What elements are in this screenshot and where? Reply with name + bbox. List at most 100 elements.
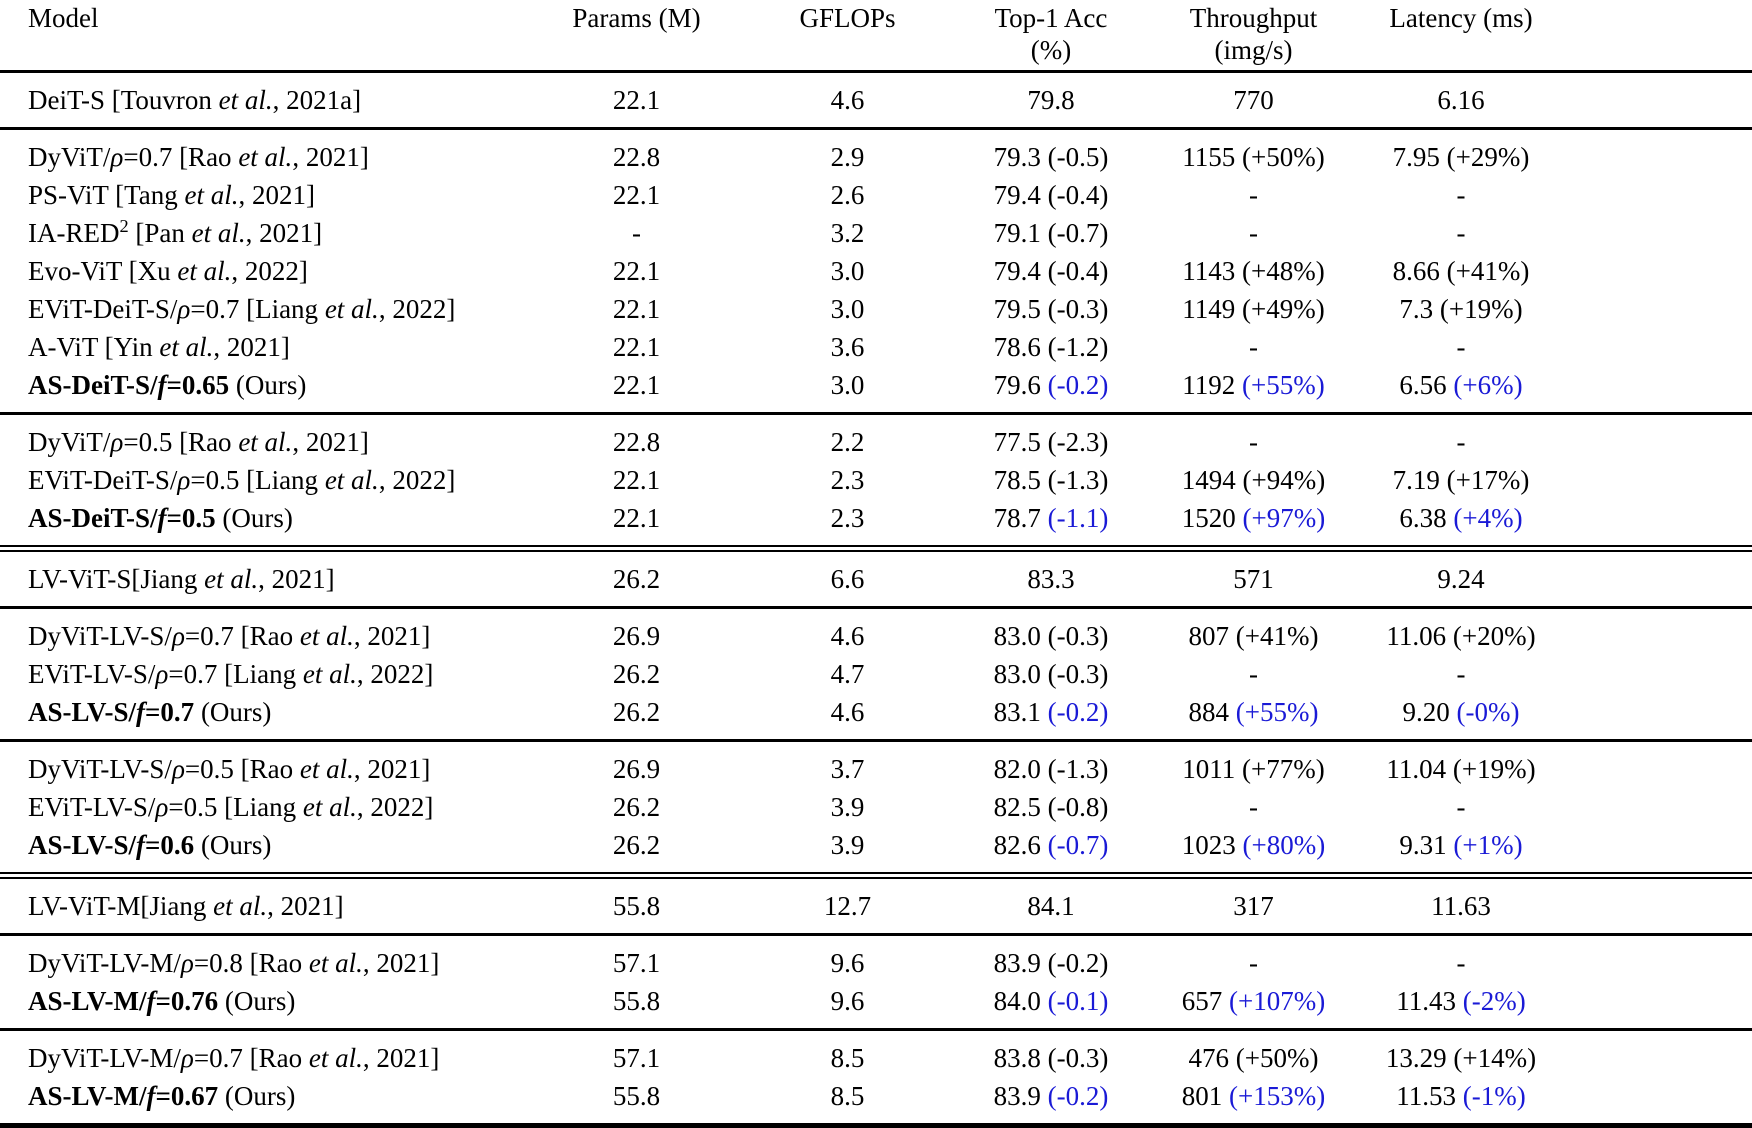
value: 1192	[1182, 370, 1236, 400]
model-name-segment: DyViT-LV-M/	[28, 948, 181, 978]
spacer-cell	[1565, 414, 1752, 462]
model-name-segment: , 2021]	[267, 891, 344, 921]
spacer-cell	[1565, 826, 1752, 876]
model-name-segment: et al.	[218, 85, 273, 115]
model-name-segment: et al.	[302, 659, 357, 689]
latency-cell: 13.29 (+14%)	[1357, 1030, 1565, 1078]
table-row: Evo-ViT [Xu et al., 2022] 22.1 3.0 79.4 (-0…	[0, 252, 1752, 290]
model-name-segment: ρ	[177, 465, 191, 495]
delta-value: (+107%)	[1229, 986, 1326, 1016]
top1-acc-cell: 82.0 (-1.3)	[952, 741, 1150, 789]
params-cell: 26.2	[530, 826, 743, 876]
spacer-cell	[1565, 461, 1752, 499]
table-row: AS-DeiT-S/f=0.65 (Ours) 22.1 3.0 79.6 (-0.2…	[0, 366, 1752, 414]
value: 8.5	[830, 1081, 865, 1111]
spacer-cell	[1565, 72, 1752, 129]
model-name-segment: et al.	[204, 564, 259, 594]
value: 2.3	[830, 465, 865, 495]
table-row: EViT-LV-S/ρ=0.5 [Liang et al., 2022] 26.2…	[0, 788, 1752, 826]
top1-acc-cell: 79.4 (-0.4)	[952, 252, 1150, 290]
table-section: DyViT/ρ=0.5 [Rao et al., 2021] 22.8 2.2 77.…	[0, 413, 1752, 549]
delta-value: (+19%)	[1452, 754, 1536, 784]
spacer-cell	[1565, 290, 1752, 328]
value: -	[1456, 792, 1466, 822]
model-cell: DyViT/ρ=0.5 [Rao et al., 2021]	[0, 414, 530, 462]
value: 26.9	[612, 754, 661, 784]
value: 8.5	[830, 1043, 865, 1073]
value: -	[1456, 218, 1466, 248]
model-name-segment: =0.7 [Rao	[193, 1043, 309, 1073]
latency-cell: 9.20 (-0%)	[1357, 693, 1565, 741]
delta-value: (+94%)	[1242, 465, 1326, 495]
model-name-segment: (Ours)	[194, 697, 272, 727]
table-row: DyViT-LV-S/ρ=0.7 [Rao et al., 2021] 26.9 4…	[0, 608, 1752, 656]
model-name-segment: et al.	[302, 792, 357, 822]
model-name-segment: (Ours)	[194, 830, 272, 860]
model-name-segment: IA-RED	[28, 218, 120, 248]
model-name-segment: A-ViT [Yin	[28, 332, 160, 362]
table-row: DyViT-LV-M/ρ=0.8 [Rao et al., 2021] 57.1 9…	[0, 935, 1752, 983]
spacer-cell	[1565, 608, 1752, 656]
throughput-cell: 1494 (+94%)	[1150, 461, 1357, 499]
table-row: DyViT-LV-M/ρ=0.7 [Rao et al., 2021] 57.1 8…	[0, 1030, 1752, 1078]
value: 26.9	[612, 621, 661, 651]
value: 13.29	[1385, 1043, 1447, 1073]
table-row: AS-LV-S/f=0.6 (Ours) 26.2 3.9 82.6 (-0.7) 10…	[0, 826, 1752, 876]
value: -	[1249, 180, 1258, 210]
model-name-segment: =0.5	[166, 503, 216, 533]
params-cell: 26.2	[530, 655, 743, 693]
model-name-segment: et al.	[191, 218, 246, 248]
model-cell: IA-RED2 [Pan et al., 2021]	[0, 214, 530, 252]
model-name-segment: ρ	[180, 948, 194, 978]
model-name-segment: EViT-DeiT-S/	[28, 465, 178, 495]
spacer-cell	[1565, 935, 1752, 983]
delta-value: (+48%)	[1242, 256, 1325, 286]
model-name-segment: =0.5 [Liang	[168, 792, 303, 822]
value: 83.8	[993, 1043, 1041, 1073]
value: -	[632, 218, 641, 248]
table-row: EViT-DeiT-S/ρ=0.7 [Liang et al., 2022] 22…	[0, 290, 1752, 328]
model-name-segment: =0.8 [Rao	[193, 948, 309, 978]
model-name-segment: , 2022]	[356, 792, 434, 822]
value: 79.4	[993, 256, 1041, 286]
value: -	[1456, 332, 1466, 362]
throughput-cell: -	[1150, 328, 1357, 366]
delta-value: (-0.3)	[1047, 294, 1109, 324]
value: 83.9	[993, 1081, 1041, 1111]
table-section: DyViT-LV-S/ρ=0.5 [Rao et al., 2021] 26.9 3…	[0, 740, 1752, 876]
model-name-segment: AS-LV-S/	[28, 830, 137, 860]
model-name-segment: =0.6	[145, 830, 195, 860]
model-name-segment: ρ	[155, 792, 169, 822]
gflops-cell: 8.5	[743, 1077, 952, 1126]
value: 83.3	[1027, 564, 1075, 594]
model-cell: EViT-DeiT-S/ρ=0.7 [Liang et al., 2022]	[0, 290, 530, 328]
value: 57.1	[612, 1043, 661, 1073]
col-header-top1-acc: Top-1 Acc (%)	[952, 0, 1150, 72]
spacer-cell	[1565, 214, 1752, 252]
model-name-segment: LV-ViT-M[Jiang	[28, 891, 214, 921]
value: 83.9	[993, 948, 1041, 978]
delta-value: (-1.3)	[1047, 754, 1109, 784]
delta-value: (-0.2)	[1047, 370, 1109, 400]
top1-acc-cell: 78.6 (-1.2)	[952, 328, 1150, 366]
model-name-segment: et al.	[159, 332, 214, 362]
delta-value: (+49%)	[1242, 294, 1325, 324]
gflops-cell: 2.6	[743, 176, 952, 214]
model-name-segment: EViT-LV-S/	[28, 792, 156, 822]
model-name-segment: PS-ViT [Tang	[28, 180, 185, 210]
gflops-cell: 4.7	[743, 655, 952, 693]
value: -	[1249, 218, 1258, 248]
gflops-cell: 3.2	[743, 214, 952, 252]
col-header-label: Latency (ms)	[1389, 3, 1533, 33]
delta-value: (+80%)	[1242, 830, 1326, 860]
value: 26.2	[612, 697, 661, 727]
params-cell: 22.1	[530, 366, 743, 414]
delta-value: (-0.3)	[1047, 1043, 1109, 1073]
spacer-cell	[1565, 693, 1752, 741]
model-name-segment: , 2022]	[378, 465, 456, 495]
model-name-segment: et al.	[324, 465, 379, 495]
value: 807	[1188, 621, 1230, 651]
throughput-cell: 1192 (+55%)	[1150, 366, 1357, 414]
col-header-label: Params (M)	[572, 3, 701, 33]
model-name-segment: DyViT-LV-M/	[28, 1043, 181, 1073]
